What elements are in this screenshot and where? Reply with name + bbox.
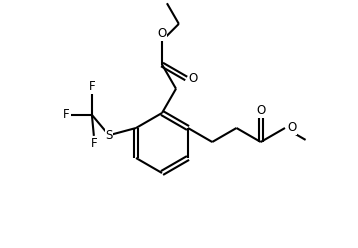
Text: F: F	[63, 108, 70, 121]
Text: F: F	[91, 137, 97, 150]
Text: O: O	[158, 27, 166, 40]
Text: O: O	[188, 72, 198, 85]
Text: F: F	[88, 80, 95, 93]
Text: O: O	[287, 122, 296, 134]
Text: O: O	[256, 104, 265, 117]
Text: S: S	[105, 129, 113, 142]
